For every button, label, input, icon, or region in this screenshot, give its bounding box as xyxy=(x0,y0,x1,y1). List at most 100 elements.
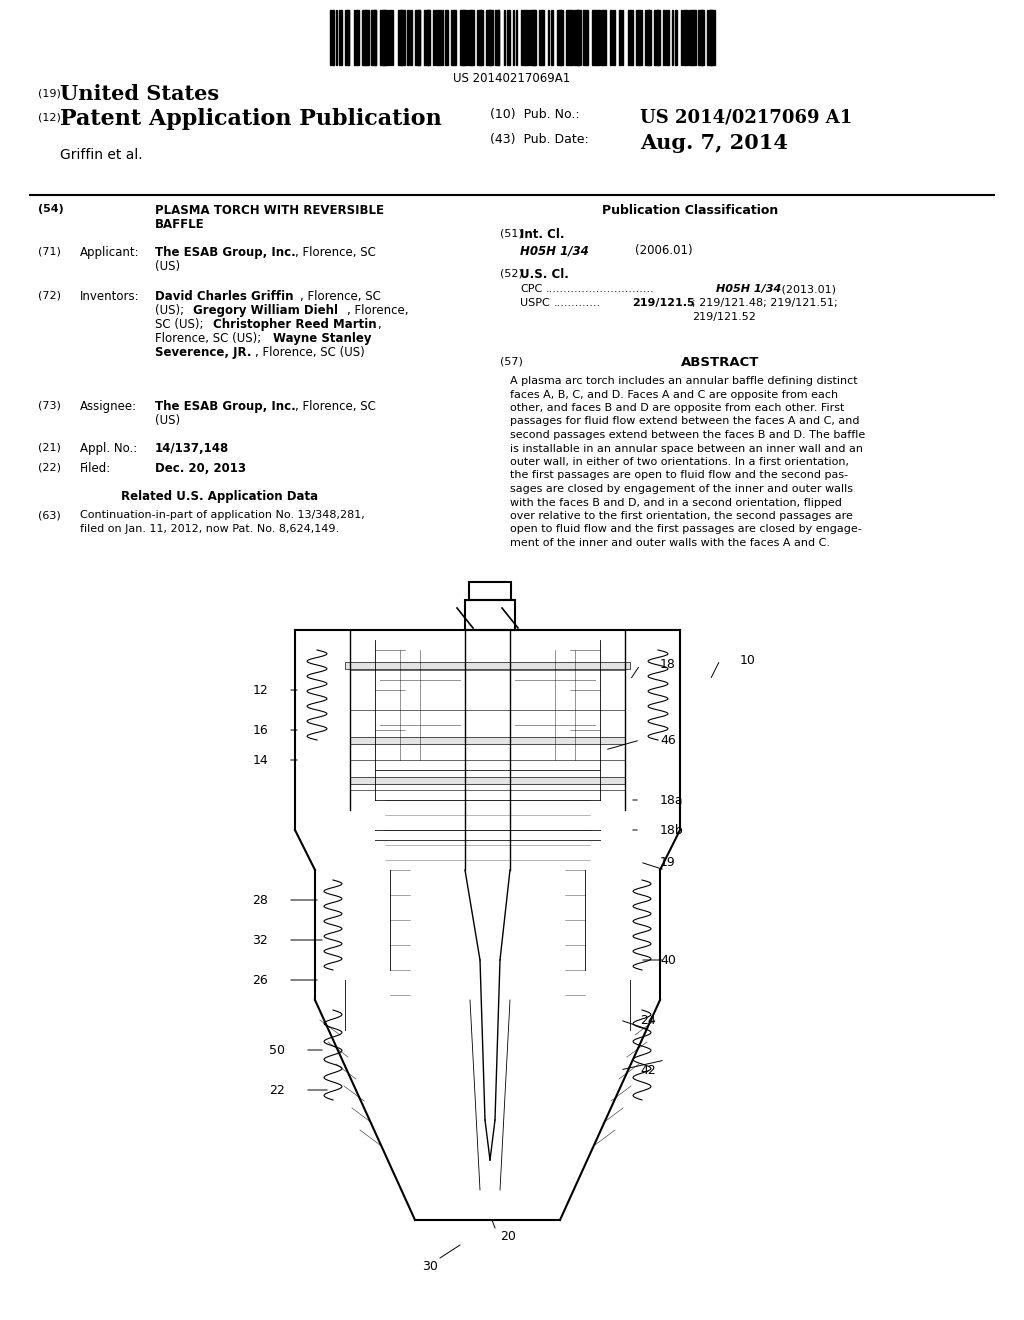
Text: (22): (22) xyxy=(38,462,61,473)
Bar xyxy=(645,11,649,65)
Text: Appl. No.:: Appl. No.: xyxy=(80,442,137,455)
Text: David Charles Griffin: David Charles Griffin xyxy=(155,290,294,304)
Text: SC (US);: SC (US); xyxy=(155,318,207,331)
Text: U.S. Cl.: U.S. Cl. xyxy=(520,268,569,281)
Text: Inventors:: Inventors: xyxy=(80,290,139,304)
Text: (19): (19) xyxy=(38,88,60,98)
Bar xyxy=(495,11,500,65)
Text: 14: 14 xyxy=(252,754,268,767)
Bar xyxy=(433,11,434,65)
Bar xyxy=(489,11,493,65)
Bar xyxy=(427,11,430,65)
Bar xyxy=(419,11,420,65)
Text: (2013.01): (2013.01) xyxy=(778,284,836,294)
Text: ABSTRACT: ABSTRACT xyxy=(681,356,759,370)
Text: 18: 18 xyxy=(660,659,676,672)
Bar xyxy=(362,11,366,65)
Bar xyxy=(565,11,569,65)
Text: faces A, B, C, and D. Faces A and C are opposite from each: faces A, B, C, and D. Faces A and C are … xyxy=(510,389,838,400)
Bar xyxy=(410,11,412,65)
Text: , Florence, SC (US): , Florence, SC (US) xyxy=(255,346,365,359)
Text: 22: 22 xyxy=(269,1084,285,1097)
Text: Applicant:: Applicant: xyxy=(80,246,139,259)
Bar xyxy=(389,11,391,65)
Bar xyxy=(451,11,455,65)
Text: (21): (21) xyxy=(38,442,60,451)
Text: outer wall, in either of two orientations. In a first orientation,: outer wall, in either of two orientation… xyxy=(510,457,849,467)
Bar xyxy=(515,11,517,65)
Text: 46: 46 xyxy=(660,734,676,747)
Bar xyxy=(592,11,595,65)
Bar xyxy=(595,11,600,65)
Bar xyxy=(584,11,586,65)
Text: The ESAB Group, Inc.: The ESAB Group, Inc. xyxy=(155,400,296,413)
Bar xyxy=(366,11,369,65)
Text: Christopher Reed Martin: Christopher Reed Martin xyxy=(213,318,377,331)
Text: (US): (US) xyxy=(155,414,180,426)
Bar xyxy=(587,11,588,65)
Text: Florence, SC (US);: Florence, SC (US); xyxy=(155,333,265,345)
Bar xyxy=(540,11,542,65)
Bar xyxy=(336,11,337,65)
Bar xyxy=(407,11,410,65)
Bar xyxy=(666,11,670,65)
Text: (52): (52) xyxy=(500,268,523,279)
Bar xyxy=(636,11,639,65)
Text: 14/137,148: 14/137,148 xyxy=(155,442,229,455)
Bar xyxy=(530,11,535,65)
Text: USPC: USPC xyxy=(520,298,550,308)
Bar xyxy=(345,11,349,65)
Bar xyxy=(416,11,420,65)
Bar xyxy=(551,11,553,65)
Bar xyxy=(392,11,393,65)
Text: BAFFLE: BAFFLE xyxy=(155,218,205,231)
Bar xyxy=(480,11,482,65)
Bar xyxy=(657,11,660,65)
Text: (43)  Pub. Date:: (43) Pub. Date: xyxy=(490,133,589,147)
Text: ment of the inner and outer walls with the faces A and C.: ment of the inner and outer walls with t… xyxy=(510,539,830,548)
Bar xyxy=(436,11,440,65)
Text: (54): (54) xyxy=(38,205,63,214)
Text: Dec. 20, 2013: Dec. 20, 2013 xyxy=(155,462,246,475)
Text: Filed:: Filed: xyxy=(80,462,112,475)
Bar xyxy=(504,11,505,65)
Text: 28: 28 xyxy=(252,894,268,907)
Text: The ESAB Group, Inc.: The ESAB Group, Inc. xyxy=(155,246,296,259)
Bar xyxy=(560,11,563,65)
Bar xyxy=(350,737,625,744)
Text: ,: , xyxy=(377,318,381,331)
Text: ..............................: .............................. xyxy=(546,284,654,294)
Text: Assignee:: Assignee: xyxy=(80,400,137,413)
Text: (57): (57) xyxy=(500,356,523,366)
Bar xyxy=(612,11,615,65)
Text: Wayne Stanley: Wayne Stanley xyxy=(273,333,372,345)
Bar xyxy=(628,11,630,65)
Bar xyxy=(486,11,490,65)
Text: the first passages are open to fluid flow and the second pas-: the first passages are open to fluid flo… xyxy=(510,470,848,480)
Text: , Florence, SC: , Florence, SC xyxy=(295,400,376,413)
Text: 16: 16 xyxy=(252,723,268,737)
Bar xyxy=(548,11,550,65)
Bar xyxy=(534,11,536,65)
Bar xyxy=(460,11,464,65)
Text: (US): (US) xyxy=(155,260,180,273)
Text: (63): (63) xyxy=(38,510,60,520)
Bar xyxy=(622,11,624,65)
Bar xyxy=(356,11,359,65)
Text: other, and faces B and D are opposite from each other. First: other, and faces B and D are opposite fr… xyxy=(510,403,845,413)
Bar xyxy=(353,11,357,65)
Bar xyxy=(469,582,511,601)
Bar xyxy=(707,11,712,65)
Text: 26: 26 xyxy=(252,974,268,986)
Bar xyxy=(442,11,443,65)
Text: 40: 40 xyxy=(660,953,676,966)
Bar xyxy=(454,11,457,65)
Text: Severence, JR.: Severence, JR. xyxy=(155,346,252,359)
Bar xyxy=(557,11,561,65)
Text: (73): (73) xyxy=(38,400,60,411)
Bar xyxy=(683,11,688,65)
Bar xyxy=(681,11,682,65)
Bar xyxy=(648,11,650,65)
Bar xyxy=(400,11,406,65)
Text: 20: 20 xyxy=(500,1230,516,1243)
